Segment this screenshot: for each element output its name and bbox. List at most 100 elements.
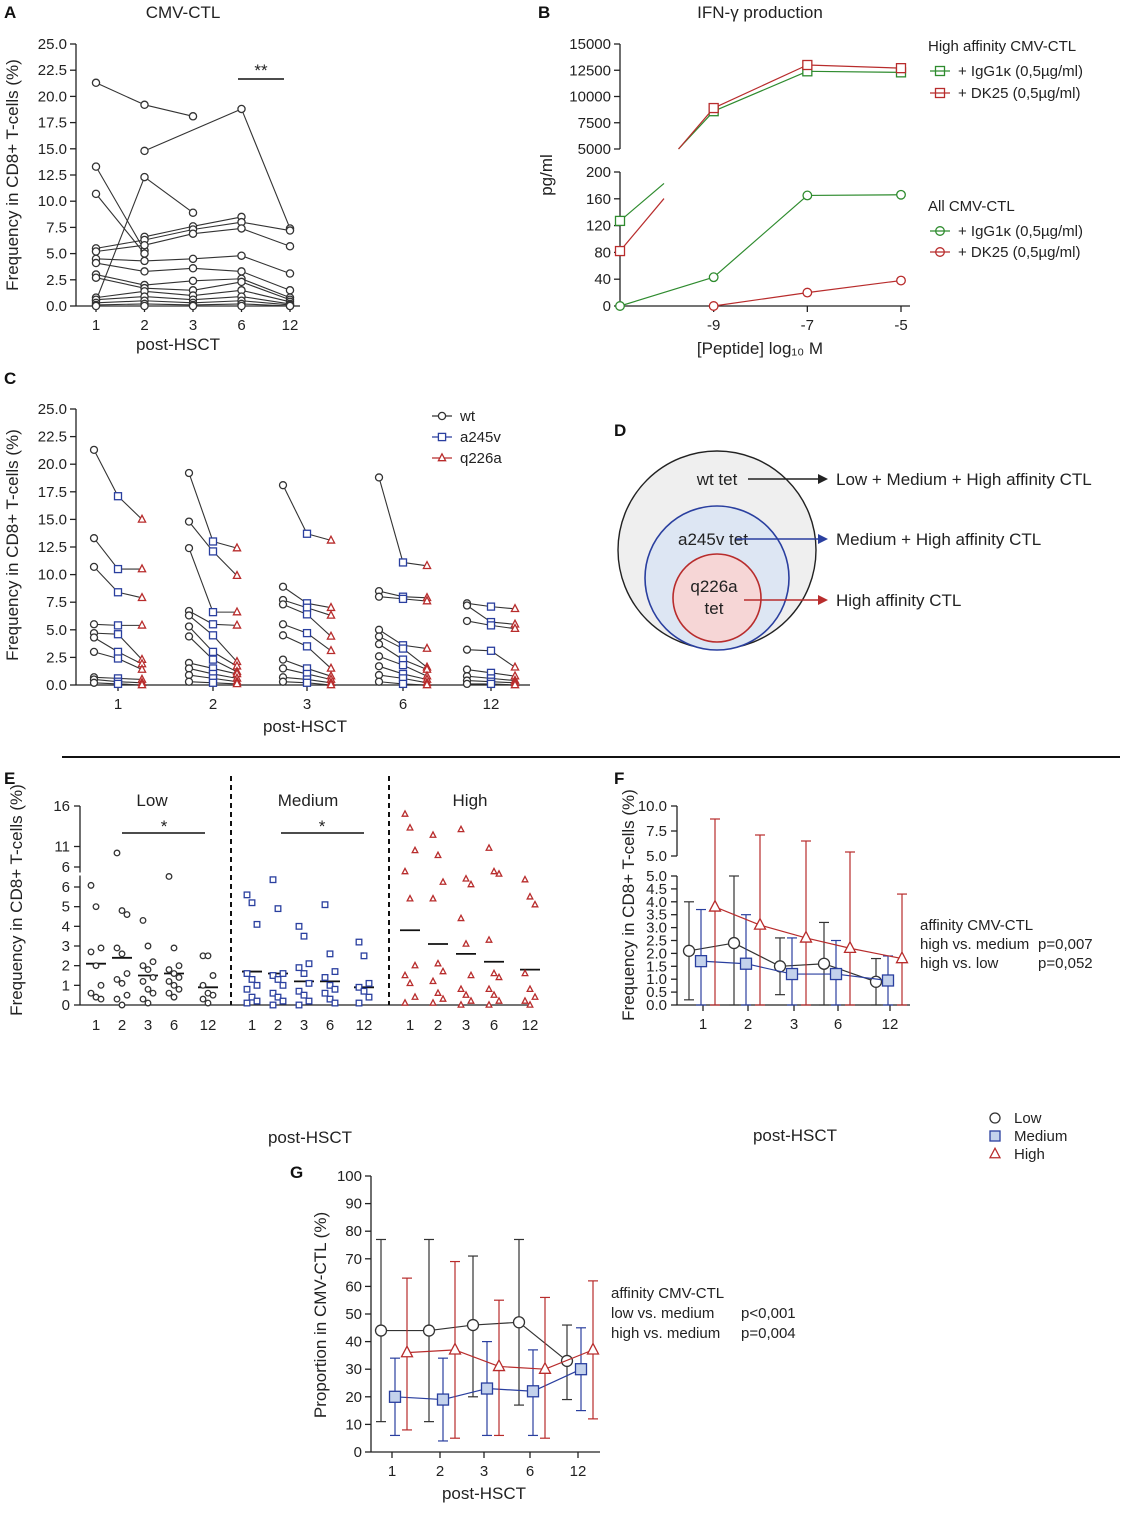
panel-c-a245v-point: [113, 679, 123, 689]
panel-c-wt-point: [89, 620, 99, 629]
panel-c-q226a-point: [422, 595, 432, 605]
panel-c-y-tick-label: 17.5: [38, 484, 67, 501]
panel-f-ylabel: Frequency in CD8+ T-cells (%): [619, 789, 638, 1021]
panel-b-high-point: [802, 59, 813, 71]
panel-b-all-series-line: [807, 194, 902, 197]
panel-g-series-line: [406, 1349, 456, 1354]
panel-a-series-line: [241, 221, 291, 232]
panel-e-x-tick-label: 6: [490, 1017, 498, 1034]
panel-c-x-tick-label: 3: [303, 696, 311, 713]
panel-g-y-tick-label: 90: [345, 1196, 362, 1213]
panel-c-q226a-point: [326, 645, 336, 655]
panel-c-wt-point: [462, 645, 472, 654]
panel-a-point: [188, 301, 198, 311]
panel-c-y-tick-label: 25.0: [38, 401, 67, 418]
panel-e-point: [253, 981, 261, 989]
panel-e-point: [490, 968, 498, 977]
panel-g-series-line: [472, 1321, 520, 1326]
panel-b-upper-tick-label: 5000: [578, 141, 611, 158]
panel-g-y-tick-label: 40: [345, 1334, 362, 1351]
panel-a-point: [188, 229, 198, 238]
panel-g-point: [388, 1390, 402, 1403]
panel-e-point: [248, 993, 256, 1001]
panel-c-wt-point: [184, 632, 194, 641]
panel-e-point: [139, 916, 147, 924]
panel-e-point: [253, 997, 261, 1005]
panel-e-point: [118, 907, 126, 915]
panel-a-series-line: [95, 290, 145, 299]
panel-g-point: [538, 1361, 552, 1374]
panel-a-series-line: [144, 176, 194, 214]
panel-e-y-tick-label: 6: [62, 879, 70, 896]
panel-g-series-line: [532, 1368, 582, 1392]
panel-e-ylabel: Frequency in CD8+ T-cells (%): [7, 784, 26, 1016]
panel-d-arrow-label: Low + Medium + High affinity CTL: [836, 470, 1092, 489]
panel-c-q226a-point: [326, 534, 336, 544]
panel-e-point: [360, 952, 368, 960]
panel-f-series-line: [835, 973, 889, 982]
panel-a-point: [188, 208, 198, 217]
panel-a-point: [188, 254, 198, 264]
panel-e-point: [429, 894, 437, 902]
panel-b-all-point: [615, 301, 625, 311]
panel-a-y-tick-label: 2.5: [46, 272, 67, 289]
panel-a-point: [91, 301, 101, 311]
panel-g-point: [586, 1342, 600, 1355]
panel-e-point: [457, 913, 465, 922]
panel-e-point: [92, 962, 100, 970]
panel-c-a245v-point: [302, 529, 312, 538]
panel-e-point: [248, 975, 256, 983]
panel-e-point: [118, 950, 126, 958]
panel-e-point: [521, 968, 529, 977]
panel-c-y-tick-label: 22.5: [38, 429, 67, 446]
panel-e-point: [331, 999, 339, 1007]
panel-g-y-tick-label: 30: [345, 1361, 362, 1378]
panel-c-q226a-point: [422, 679, 432, 689]
panel-c-pair-line: [188, 521, 214, 552]
panel-e-point: [321, 901, 329, 909]
panel-f-stats-p-1: p=0,007: [1038, 936, 1093, 953]
panel-a-y-tick-label: 20.0: [38, 88, 67, 105]
panel-e-point: [462, 874, 470, 882]
panel-b-lower-tick-label: 160: [586, 191, 611, 208]
panel-e-point: [406, 894, 414, 902]
panel-g-series-line: [394, 1396, 444, 1401]
panel-label-G: G: [290, 1163, 303, 1182]
panel-a-series-line: [144, 108, 242, 152]
panel-e-x-tick-label: 12: [200, 1017, 217, 1034]
panel-e-point: [269, 876, 277, 884]
panel-a-point: [140, 256, 149, 266]
panel-e-point: [295, 1001, 303, 1009]
panel-e-point: [175, 962, 183, 970]
panel-c-q226a-point: [137, 513, 147, 523]
panel-c-q226a-point: [510, 623, 520, 633]
panel-b-high-series-line: [619, 182, 665, 222]
panel-c-a245v-point: [398, 558, 408, 567]
panel-f-x-tick-label: 1: [699, 1016, 707, 1033]
panel-d-arrow-head: [818, 474, 828, 484]
panel-a-y-tick-label: 7.5: [46, 219, 67, 236]
panel-e-point: [462, 939, 470, 947]
panel-e-point: [485, 1000, 493, 1008]
panel-b-high-series-line: [807, 70, 902, 73]
panel-e-y-tick-label: 2: [62, 958, 70, 975]
panel-e-point: [149, 958, 157, 966]
panel-b-lower-tick-label: 120: [586, 218, 611, 235]
panel-c-wt-point: [89, 647, 99, 657]
panel-g-point: [422, 1324, 436, 1337]
panel-c-a245v-point: [113, 654, 123, 663]
panel-e-point: [113, 849, 121, 857]
panel-c-pair-line: [282, 484, 308, 534]
panel-e-point: [495, 972, 503, 981]
panel-a-series-line: [144, 290, 194, 297]
panel-e-point: [243, 970, 251, 977]
panel-a-series-line: [192, 296, 242, 301]
panel-b-ylabel: pg/ml: [537, 154, 556, 196]
panel-g-point: [436, 1393, 450, 1406]
panel-e-point: [144, 999, 152, 1007]
panel-f-legend-marker: [988, 1146, 1002, 1159]
panel-a-series-line: [144, 287, 194, 291]
panel-a-point: [140, 100, 149, 110]
panel-e-point: [123, 911, 131, 918]
panel-label-C: C: [4, 369, 16, 388]
